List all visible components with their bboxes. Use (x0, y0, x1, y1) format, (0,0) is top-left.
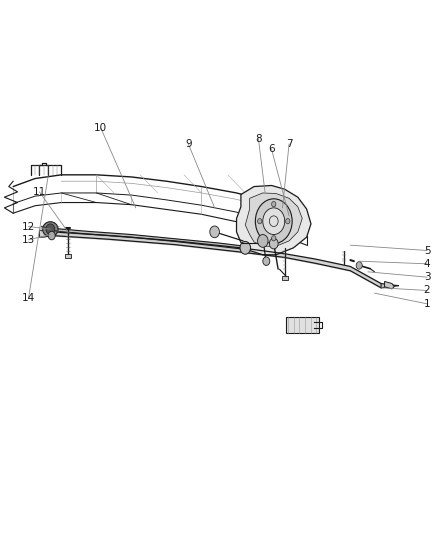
Text: 3: 3 (424, 272, 431, 282)
Polygon shape (381, 284, 399, 288)
Circle shape (258, 235, 268, 247)
Circle shape (210, 226, 219, 238)
Text: 9: 9 (185, 139, 192, 149)
Polygon shape (385, 281, 394, 289)
Circle shape (356, 262, 362, 269)
Circle shape (255, 199, 292, 244)
Circle shape (258, 219, 262, 224)
Circle shape (269, 238, 278, 249)
Circle shape (240, 241, 251, 254)
Polygon shape (286, 317, 319, 333)
Text: 11: 11 (33, 187, 46, 197)
Circle shape (286, 219, 290, 224)
Text: 5: 5 (424, 246, 431, 255)
Polygon shape (39, 230, 53, 237)
Polygon shape (237, 185, 311, 255)
Text: 12: 12 (22, 222, 35, 231)
Text: 2: 2 (424, 286, 431, 295)
Circle shape (272, 236, 276, 241)
Polygon shape (65, 254, 71, 258)
Text: 1: 1 (424, 299, 431, 309)
Circle shape (48, 231, 55, 240)
Circle shape (46, 223, 55, 235)
Circle shape (46, 224, 55, 235)
Text: 10: 10 (94, 123, 107, 133)
Circle shape (263, 257, 270, 265)
Text: 6: 6 (268, 144, 275, 154)
Text: 4: 4 (424, 259, 431, 269)
Polygon shape (245, 193, 302, 246)
Ellipse shape (43, 222, 58, 237)
Text: 13: 13 (22, 235, 35, 245)
Text: 8: 8 (255, 134, 262, 143)
Circle shape (263, 208, 285, 235)
Text: 7: 7 (286, 139, 293, 149)
Text: 14: 14 (22, 294, 35, 303)
Circle shape (272, 201, 276, 207)
Polygon shape (282, 276, 288, 280)
